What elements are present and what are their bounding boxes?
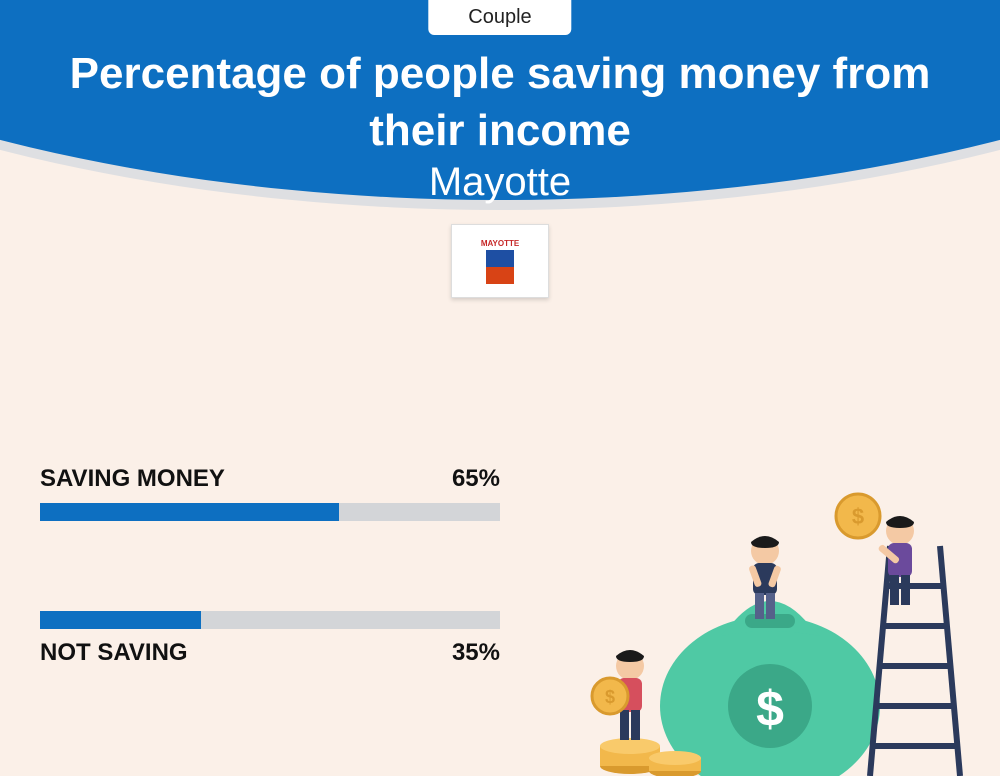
bar-saving: SAVING MONEY 65%	[40, 465, 500, 521]
bar-notsaving-fill	[40, 611, 201, 629]
person-on-ladder-icon: $	[836, 494, 914, 605]
svg-text:$: $	[852, 504, 864, 529]
bar-saving-label: SAVING MONEY	[40, 465, 225, 493]
bar-saving-value: 65%	[452, 465, 500, 493]
ladder-icon	[870, 546, 960, 776]
flag-crest-icon	[486, 250, 514, 284]
bars-container: SAVING MONEY 65% NOT SAVING 35%	[40, 465, 500, 757]
dollar-sign-icon: $	[756, 681, 784, 737]
bar-saving-fill	[40, 503, 339, 521]
savings-illustration: $ $	[580, 426, 980, 776]
bar-notsaving-value: 35%	[452, 639, 500, 667]
tab-label: Couple	[428, 0, 571, 35]
bar-notsaving-track	[40, 611, 500, 629]
bar-notsaving-labels: NOT SAVING 35%	[40, 639, 500, 667]
svg-text:$: $	[605, 687, 615, 707]
bar-notsaving: NOT SAVING 35%	[40, 611, 500, 667]
flag-text: MAYOTTE	[481, 239, 519, 248]
bar-notsaving-label: NOT SAVING	[40, 639, 188, 667]
flag-badge: MAYOTTE	[451, 224, 549, 298]
bar-saving-track	[40, 503, 500, 521]
person-holding-coin-icon: $	[592, 650, 644, 740]
bar-saving-labels: SAVING MONEY 65%	[40, 465, 500, 493]
page-location: Mayotte	[0, 160, 1000, 205]
page-title: Percentage of people saving money from t…	[0, 45, 1000, 159]
